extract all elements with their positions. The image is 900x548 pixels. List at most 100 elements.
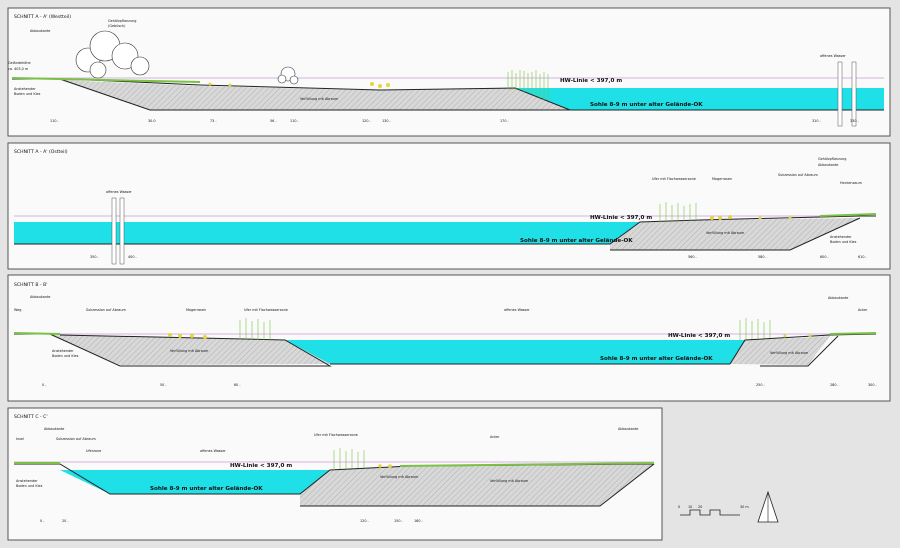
svg-text:10: 10: [688, 505, 692, 509]
section-title: SCHNITT A - A' (Ostteil): [14, 149, 68, 155]
svg-text:110 -: 110 -: [290, 119, 300, 123]
label-gelaende: Geländehöhe: [8, 61, 31, 65]
label-gehoelz2: (Gebüsch): [108, 24, 126, 28]
backfill-area: [300, 464, 654, 506]
svg-text:0: 0: [678, 505, 680, 509]
section-title: SCHNITT A - A' (Westteil): [14, 14, 71, 20]
label-hw: HW-Linie < 397,0 m: [560, 78, 622, 84]
shrub-dots-icon: [378, 464, 392, 468]
section-a-east: SCHNITT A - A' (Ostteil) offenes Wasser …: [7, 142, 891, 270]
label-hw: HW-Linie < 397,0 m: [668, 333, 730, 339]
label-gehoelz: Gehölzpflanzung: [108, 19, 136, 23]
label-boden2: Boden und Kies: [52, 354, 79, 358]
backfill-area: [60, 80, 570, 110]
label-sukzession: Sukzession auf Abraum: [56, 437, 96, 441]
label-fuellung-right: Verfüllung mit Abraum: [770, 351, 809, 355]
svg-text:160 -: 160 -: [414, 519, 424, 523]
svg-text:30.0: 30.0: [148, 119, 156, 123]
label-abbaukante: Abbaukante: [30, 29, 50, 33]
label-magerrasen: Magerrasen: [186, 308, 206, 312]
label-gehoelz: Gehölzpflanzung: [818, 157, 846, 161]
svg-text:56 -: 56 -: [270, 119, 277, 123]
svg-text:60 -: 60 -: [234, 383, 241, 387]
shrub-dots-icon: [208, 82, 390, 88]
pillar-marker: [111, 197, 117, 265]
label-gelaende-val: ca. 403,0 m: [8, 67, 29, 71]
svg-text:20: 20: [698, 505, 702, 509]
label-abbaukante: Abbaukante: [818, 163, 838, 167]
svg-text:30 m: 30 m: [740, 505, 749, 509]
svg-text:280 -: 280 -: [830, 383, 840, 387]
label-abbaukante: Abbaukante: [30, 295, 50, 299]
label-ufer: Ufer mit Flachwasserzone: [314, 433, 358, 437]
grass-strip: [829, 332, 877, 335]
dimension-labels: 110 - 30.0 73 - 56 - 110 - 120 - 130 - 1…: [50, 119, 860, 123]
label-ufer: Ufer mit Flachwasserzone: [244, 308, 288, 312]
label-sohle: Sohle 8-9 m unter alter Gelände-OK: [590, 102, 703, 108]
label-fuellung: Verfüllung mit Abraum: [300, 97, 339, 101]
svg-text:580 -: 580 -: [758, 255, 768, 259]
reed-vegetation-icon: [659, 202, 697, 222]
svg-text:150 -: 150 -: [394, 519, 404, 523]
label-boden1: Anstehender: [830, 235, 852, 239]
label-fuellung: Verfüllung mit Abraum: [170, 349, 209, 353]
label-wasser: offenes Wasser: [200, 449, 226, 453]
label-heckensaum: Heckensaum: [840, 181, 863, 185]
label-fuellung: Verfüllung mit Abraum: [706, 231, 745, 235]
label-wasser: offenes Wasser: [504, 308, 530, 312]
section-title: SCHNITT C - C': [14, 414, 48, 420]
label-sohle: Sohle 8-9 m unter alter Gelände-OK: [150, 486, 263, 492]
label-boden2: Boden und Kies: [16, 484, 43, 488]
label-boden2: Boden und Kies: [830, 240, 857, 244]
svg-text:120 -: 120 -: [362, 119, 372, 123]
dimension-labels: 350 - 400 - 560 - 580 - 600 - 610 -: [90, 255, 868, 259]
svg-text:330 -: 330 -: [850, 119, 860, 123]
svg-text:310 -: 310 -: [812, 119, 822, 123]
grass-strip: [13, 332, 61, 335]
label-magerrasen: Magerrasen: [712, 177, 732, 181]
backfill-area: [50, 335, 330, 365]
reed-vegetation-icon: [239, 318, 771, 340]
dimension-labels: 0 - 20 - 120 - 150 - 160 -: [40, 519, 424, 523]
pillar-marker: [837, 61, 843, 127]
svg-text:110 -: 110 -: [50, 119, 60, 123]
label-acker: Acker: [490, 435, 500, 439]
label-abbaukante-right: Abbaukante: [618, 427, 638, 431]
svg-text:610 -: 610 -: [858, 255, 868, 259]
slope-line: [760, 335, 839, 367]
reed-vegetation-icon: [507, 70, 549, 100]
label-wasser: offenes Wasser: [106, 190, 132, 194]
north-arrow-icon: [757, 490, 779, 523]
label-fuellung: Verfüllung mit Abraum: [490, 479, 529, 483]
label-hw: HW-Linie < 397,0 m: [590, 215, 652, 221]
water-body: [14, 222, 640, 244]
slope-line: [300, 463, 655, 507]
reed-vegetation-icon: [333, 448, 365, 470]
tree-cluster-icon: [75, 30, 299, 85]
label-boden2: Boden und Kies: [14, 92, 41, 96]
backfill-area-right: [730, 336, 830, 365]
svg-text:250 -: 250 -: [756, 383, 766, 387]
svg-text:73 -: 73 -: [210, 119, 217, 123]
backfill-area: [610, 218, 860, 250]
svg-text:120 -: 120 -: [360, 519, 370, 523]
svg-text:0 -: 0 -: [40, 519, 45, 523]
svg-text:130 -: 130 -: [382, 119, 392, 123]
pillar-marker: [851, 61, 857, 127]
section-title: SCHNITT B - B': [14, 282, 48, 288]
label-sohle: Sohle 8-9 m unter alter Gelände-OK: [600, 356, 713, 362]
svg-text:560 -: 560 -: [688, 255, 698, 259]
label-fuellung2: Verfüllung mit Abraum: [380, 475, 419, 479]
pillar-marker: [119, 197, 125, 265]
water-body: [515, 88, 884, 110]
label-boden1: Anstehender: [52, 349, 74, 353]
section-c: SCHNITT C - C' Insel Abbaukante Sukzessi…: [7, 407, 663, 541]
label-sukzession: Sukzession auf Abraum: [86, 308, 126, 312]
shrub-dots-icon: [168, 333, 812, 339]
label-wasser: offenes Wasser: [820, 54, 846, 58]
section-b: SCHNITT B - B' Abbaukante Weg Sukzession…: [7, 274, 891, 402]
svg-text:50 -: 50 -: [160, 383, 167, 387]
shrub-dots-icon: [710, 215, 792, 220]
label-boden1: Anstehender: [16, 479, 38, 483]
